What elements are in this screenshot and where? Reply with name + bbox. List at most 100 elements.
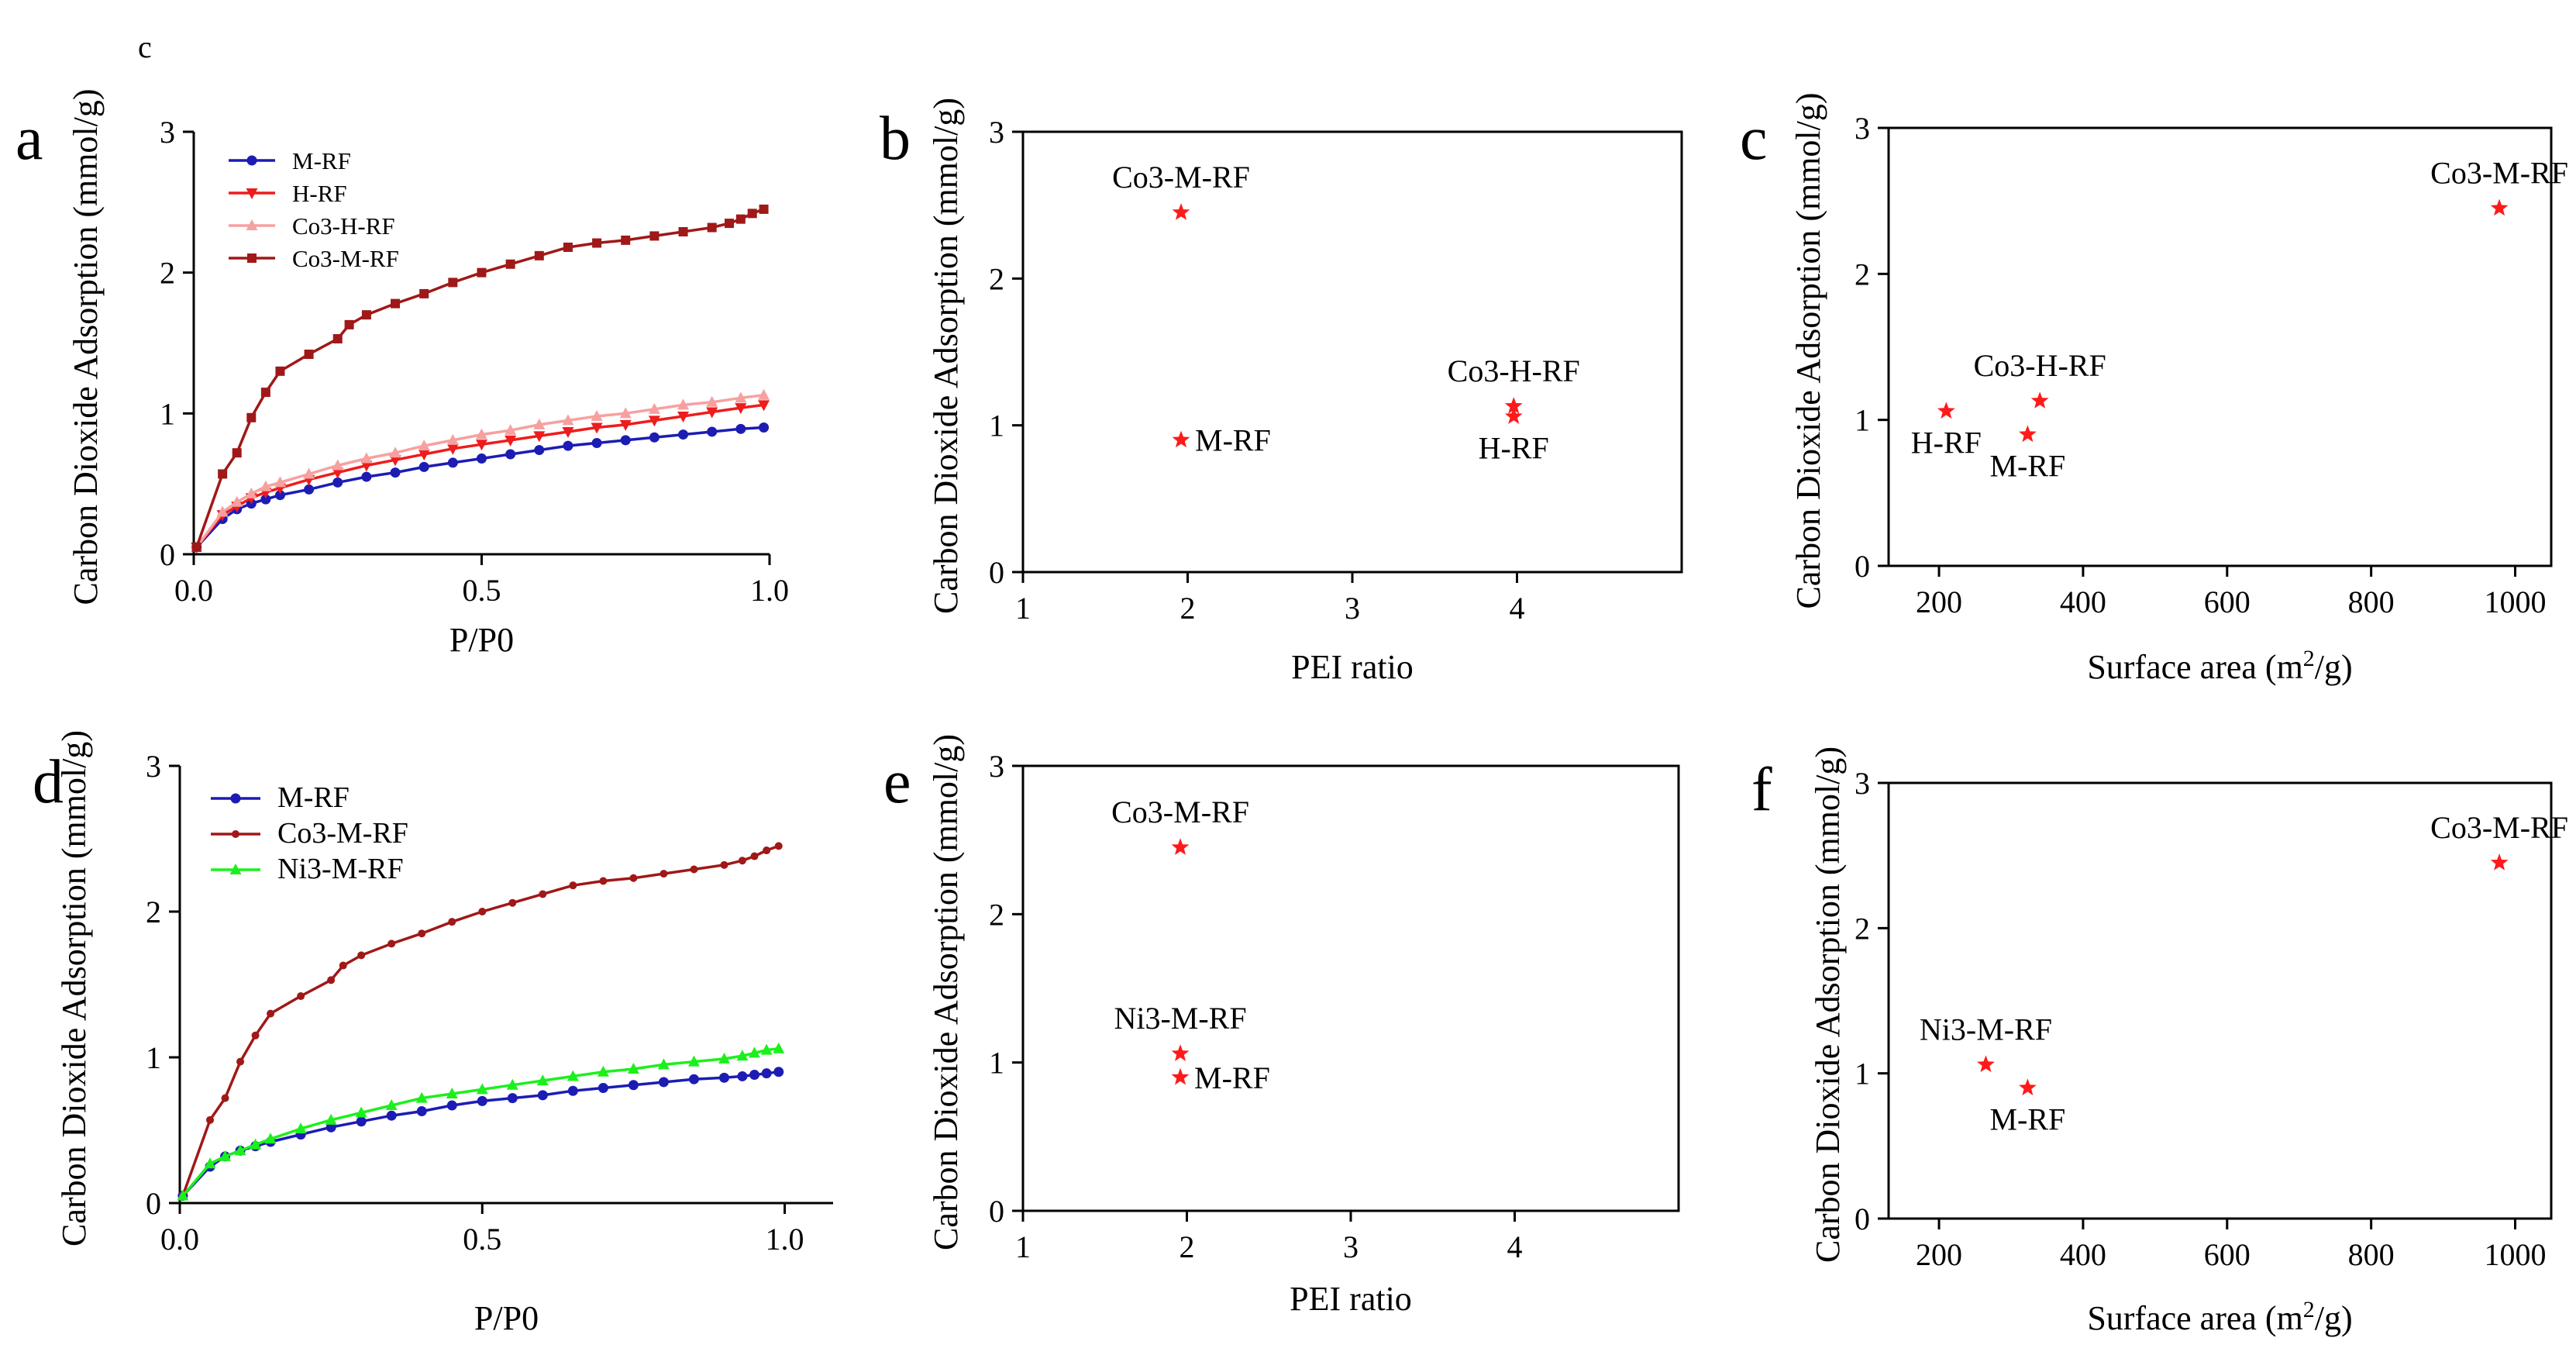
data-point: [231, 495, 243, 507]
y-axis-label: Carbon Dioxide Adsorption (mmol/g): [1809, 746, 1847, 1263]
data-point: [597, 1065, 609, 1077]
data-point: [446, 1100, 457, 1111]
data-point: [707, 426, 718, 437]
star-marker: [1171, 1044, 1190, 1061]
legend-marker: [246, 219, 258, 230]
legend-entry: Co3-H-RF: [229, 212, 395, 240]
star-marker: [2019, 425, 2037, 443]
data-label: Co3-H-RF: [1974, 348, 2106, 383]
data-point: [416, 1106, 427, 1117]
star-marker: [1504, 407, 1523, 424]
x-tick-label: 1000: [2485, 584, 2547, 619]
legend-entry: M-RF: [229, 147, 351, 174]
data-point: [327, 976, 336, 984]
data-point: [621, 235, 631, 245]
superscript-2: 2: [2303, 1297, 2315, 1322]
series-Co3-M-RF: [178, 842, 783, 1200]
data-point: [563, 440, 573, 451]
x-tick-label: 1: [1015, 591, 1031, 626]
data-point: [216, 505, 229, 517]
data-point: [688, 1074, 699, 1084]
x-tick-label: 800: [2348, 1237, 2395, 1272]
series-line: [181, 844, 780, 1197]
star-marker: [1171, 1067, 1190, 1085]
y-tick-label: 2: [1855, 911, 1870, 946]
y-tick-label: 2: [1855, 257, 1870, 291]
plot-frame: [1887, 781, 2553, 1220]
scatter-point-Co3-M-RF: Co3-M-RF: [1112, 160, 1250, 220]
data-point: [360, 460, 373, 472]
data-point: [325, 1122, 336, 1133]
data-point: [649, 432, 659, 443]
data-point: [325, 1113, 337, 1125]
data-point: [534, 250, 544, 260]
data-point: [619, 407, 632, 419]
x-tick-label: 2: [1180, 591, 1196, 626]
legend-label: M-RF: [292, 147, 351, 174]
scatter-point-Ni3-M-RF: Ni3-M-RF: [1920, 1012, 2052, 1073]
data-point: [390, 467, 401, 478]
x-tick-label: 400: [2060, 584, 2106, 619]
y-axis-label: Carbon Dioxide Adsorption (mmol/g): [927, 734, 965, 1250]
scatter-point-Co3-M-RF: Co3-M-RF: [2430, 156, 2568, 216]
star-marker: [1172, 203, 1190, 220]
data-label: H-RF: [1479, 430, 1549, 465]
legend-marker: [246, 188, 258, 199]
data-point: [750, 852, 759, 860]
data-point: [759, 422, 770, 433]
data-point: [735, 214, 746, 224]
x-tick-label: 200: [1916, 1237, 1962, 1272]
data-point: [260, 494, 271, 505]
data-point: [536, 1074, 549, 1086]
x-tick-label: 0.0: [160, 1222, 199, 1257]
data-point: [294, 1122, 307, 1134]
scatter-point-M-RF: M-RF: [1172, 423, 1271, 458]
data-point: [304, 350, 314, 360]
data-point: [447, 457, 458, 468]
y-tick-label: 1: [989, 409, 1004, 443]
y-tick-label: 0: [989, 1194, 1004, 1229]
data-label: Co3-M-RF: [1111, 795, 1249, 829]
data-point: [749, 1070, 760, 1081]
data-point: [763, 846, 771, 855]
data-point: [477, 1095, 487, 1106]
data-point: [659, 870, 668, 878]
cropped-caption-fragment: c: [138, 29, 152, 64]
legend-marker: [246, 155, 257, 166]
data-point: [419, 288, 429, 298]
data-point: [418, 929, 426, 938]
data-point: [677, 411, 690, 422]
data-point: [773, 1042, 785, 1053]
data-label: Co3-M-RF: [2430, 156, 2568, 191]
data-point: [418, 461, 429, 472]
data-point: [218, 469, 228, 479]
data-point: [391, 298, 401, 309]
y-tick-label: 3: [160, 115, 175, 150]
legend-marker: [230, 793, 241, 804]
star-marker: [1937, 402, 1955, 419]
data-point: [648, 402, 660, 414]
data-point: [690, 865, 698, 874]
data-point: [448, 278, 458, 288]
data-point: [246, 412, 257, 422]
data-point: [707, 222, 717, 233]
data-point: [191, 542, 201, 552]
series-Co3-H-RF: [191, 388, 770, 552]
chart-panel-d: d 0.0 0.5 1.0 0 1 2 3 P/P0 Carbon Dioxide Adsorpt…: [33, 730, 833, 1337]
x-axis-label: PEI ratio: [1291, 648, 1414, 686]
panel-letter: e: [883, 748, 911, 816]
data-point: [418, 440, 430, 451]
data-point: [344, 319, 354, 329]
data-point: [386, 1110, 397, 1121]
data-point: [332, 459, 344, 471]
data-label: M-RF: [1989, 449, 2065, 484]
data-point: [332, 334, 343, 344]
data-point: [539, 890, 547, 898]
data-point: [678, 429, 689, 440]
scatter-point-Ni3-M-RF: Ni3-M-RF: [1114, 1001, 1247, 1061]
data-point: [506, 1078, 518, 1090]
scatter-point-H-RF: H-RF: [1479, 407, 1549, 465]
data-point: [706, 407, 718, 419]
